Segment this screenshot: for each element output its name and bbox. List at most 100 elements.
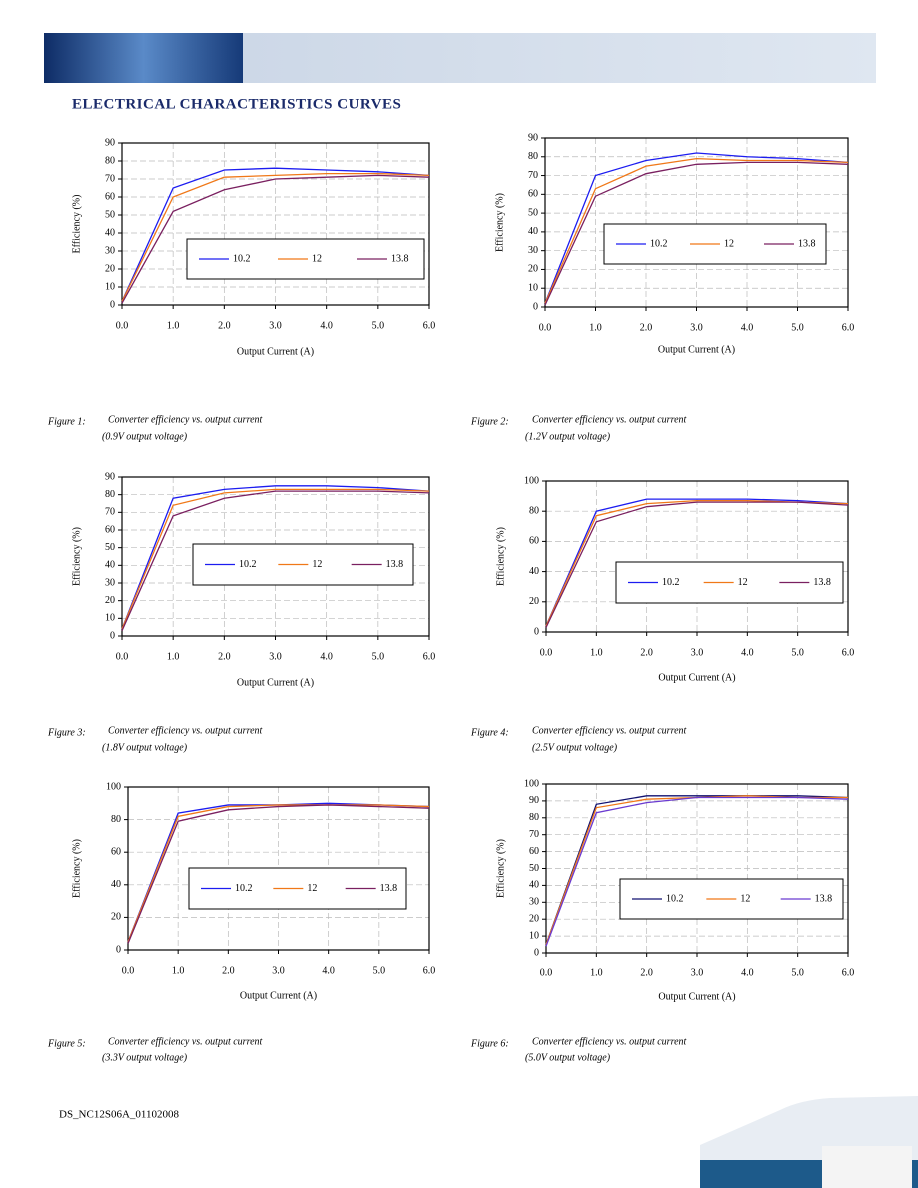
- series-line: [121, 172, 430, 302]
- legend-label: 10.2: [239, 559, 257, 570]
- y-tick-label: 20: [111, 912, 121, 923]
- x-tick-label: 2.0: [640, 322, 653, 333]
- series-line: [545, 795, 849, 945]
- figure-note: (0.9V output voltage): [102, 431, 188, 442]
- y-tick-label: 40: [529, 880, 539, 891]
- x-tick-label: 2.0: [222, 965, 235, 976]
- y-tick-label: 40: [111, 879, 121, 890]
- figure-number: Figure 4:: [470, 727, 509, 738]
- plot-frame: [545, 783, 849, 954]
- y-tick-label: 50: [105, 542, 115, 553]
- plot-frame: [545, 480, 849, 633]
- y-tick-label: 80: [111, 814, 121, 825]
- y-tick-label: 40: [528, 226, 538, 237]
- y-tick-label: 20: [529, 596, 539, 607]
- y-tick-label: 70: [529, 829, 539, 840]
- x-tick-label: 5.0: [791, 967, 804, 978]
- x-tick-label: 3.0: [691, 647, 704, 658]
- x-tick-label: 0.0: [540, 967, 553, 978]
- y-tick-label: 30: [529, 897, 539, 908]
- x-axis-label: Output Current (A): [237, 346, 314, 357]
- x-tick-label: 4.0: [741, 322, 754, 333]
- y-tick-label: 90: [528, 132, 538, 143]
- legend-label: 12: [738, 577, 748, 588]
- x-tick-label: 0.0: [116, 651, 129, 662]
- y-tick-label: 10: [105, 281, 115, 292]
- plot-frame: [121, 476, 430, 637]
- legend-label: 12: [307, 883, 317, 894]
- plot-frame: [127, 786, 430, 951]
- x-tick-label: 1.0: [589, 322, 602, 333]
- figure-caption: Converter efficiency vs. output current: [532, 414, 687, 425]
- y-tick-label: 80: [105, 155, 115, 166]
- y-tick-label: 0: [534, 947, 539, 958]
- y-tick-label: 90: [105, 471, 115, 482]
- y-tick-label: 80: [529, 505, 539, 516]
- legend-label: 12: [312, 253, 322, 264]
- x-tick-label: 0.0: [116, 320, 129, 331]
- x-axis-label: Output Current (A): [658, 991, 735, 1002]
- y-tick-label: 60: [528, 189, 538, 200]
- series-line: [121, 490, 430, 631]
- figure-number: Figure 6:: [470, 1038, 509, 1049]
- y-tick-label: 0: [116, 944, 121, 955]
- chart: 0 20 40 60 80 100 0.0 1.0 2.0 3.0 4.0 5.0 6.0 10.2 12 1…: [470, 475, 854, 753]
- plot-frame: [121, 142, 430, 306]
- x-tick-label: 4.0: [741, 967, 754, 978]
- y-axis-label: Efficiency (%): [71, 195, 82, 254]
- chart: 0 10 20 30 40 50 60 70 80 90 0.0 1.0 2.0 3.0 4.0 5.0 6.0…: [47, 471, 435, 753]
- y-tick-label: 20: [529, 913, 539, 924]
- series-line: [127, 804, 430, 943]
- x-tick-label: 2.0: [218, 320, 231, 331]
- x-tick-label: 4.0: [320, 651, 333, 662]
- x-tick-label: 6.0: [423, 320, 436, 331]
- y-tick-label: 10: [529, 930, 539, 941]
- series-line: [544, 158, 849, 304]
- figure-caption: Converter efficiency vs. output current: [532, 725, 687, 736]
- x-tick-label: 0.0: [122, 965, 135, 976]
- chart: 0 10 20 30 40 50 60 70 80 90 0.0 1.0 2.0 3.0 4.0 5.0 6.0…: [470, 132, 854, 442]
- y-tick-label: 60: [105, 524, 115, 535]
- y-tick-label: 80: [529, 812, 539, 823]
- series-line: [121, 174, 430, 304]
- y-tick-label: 90: [105, 137, 115, 148]
- legend-label: 12: [740, 893, 750, 904]
- x-tick-label: 3.0: [269, 320, 282, 331]
- legend-label: 10.2: [662, 577, 680, 588]
- y-axis-label: Efficiency (%): [494, 193, 505, 252]
- x-tick-label: 4.0: [322, 965, 335, 976]
- legend-label: 10.2: [235, 883, 253, 894]
- y-tick-label: 10: [105, 613, 115, 624]
- x-tick-label: 5.0: [372, 651, 385, 662]
- y-tick-label: 50: [528, 207, 538, 218]
- figure-caption: Converter efficiency vs. output current: [108, 725, 263, 736]
- y-axis-label: Efficiency (%): [71, 839, 82, 898]
- y-tick-label: 30: [105, 577, 115, 588]
- x-tick-label: 6.0: [842, 967, 855, 978]
- legend-label: 10.2: [666, 893, 684, 904]
- charts: 0 10 20 30 40 50 60 70 80 90 0.0 1.0 2.0 3.0 4.0 5.0 6.0…: [47, 132, 854, 1063]
- y-tick-label: 30: [105, 245, 115, 256]
- series-line: [121, 488, 430, 630]
- chart: 0 10 20 30 40 50 60 70 80 90 0.0 1.0 2.0 3.0 4.0 5.0 6.0…: [47, 137, 435, 442]
- y-axis-label: Efficiency (%): [71, 527, 82, 586]
- legend-label: 12: [724, 238, 734, 249]
- figure-caption: Converter efficiency vs. output current: [532, 1036, 687, 1047]
- y-tick-label: 30: [528, 245, 538, 256]
- x-tick-label: 0.0: [539, 322, 552, 333]
- x-axis-label: Output Current (A): [237, 677, 314, 688]
- legend-label: 10.2: [233, 253, 251, 264]
- y-tick-label: 100: [524, 475, 539, 486]
- y-tick-label: 60: [105, 191, 115, 202]
- y-tick-label: 70: [105, 173, 115, 184]
- y-tick-label: 90: [529, 795, 539, 806]
- doc-id: DS_NC12S06A_01102008: [59, 1109, 179, 1121]
- figure-caption: Converter efficiency vs. output current: [108, 414, 263, 425]
- x-tick-label: 6.0: [842, 647, 855, 658]
- y-tick-label: 40: [105, 560, 115, 571]
- x-tick-label: 2.0: [218, 651, 231, 662]
- legend-label: 13.8: [391, 253, 409, 264]
- figure-caption: Converter efficiency vs. output current: [108, 1036, 263, 1047]
- y-tick-label: 80: [528, 151, 538, 162]
